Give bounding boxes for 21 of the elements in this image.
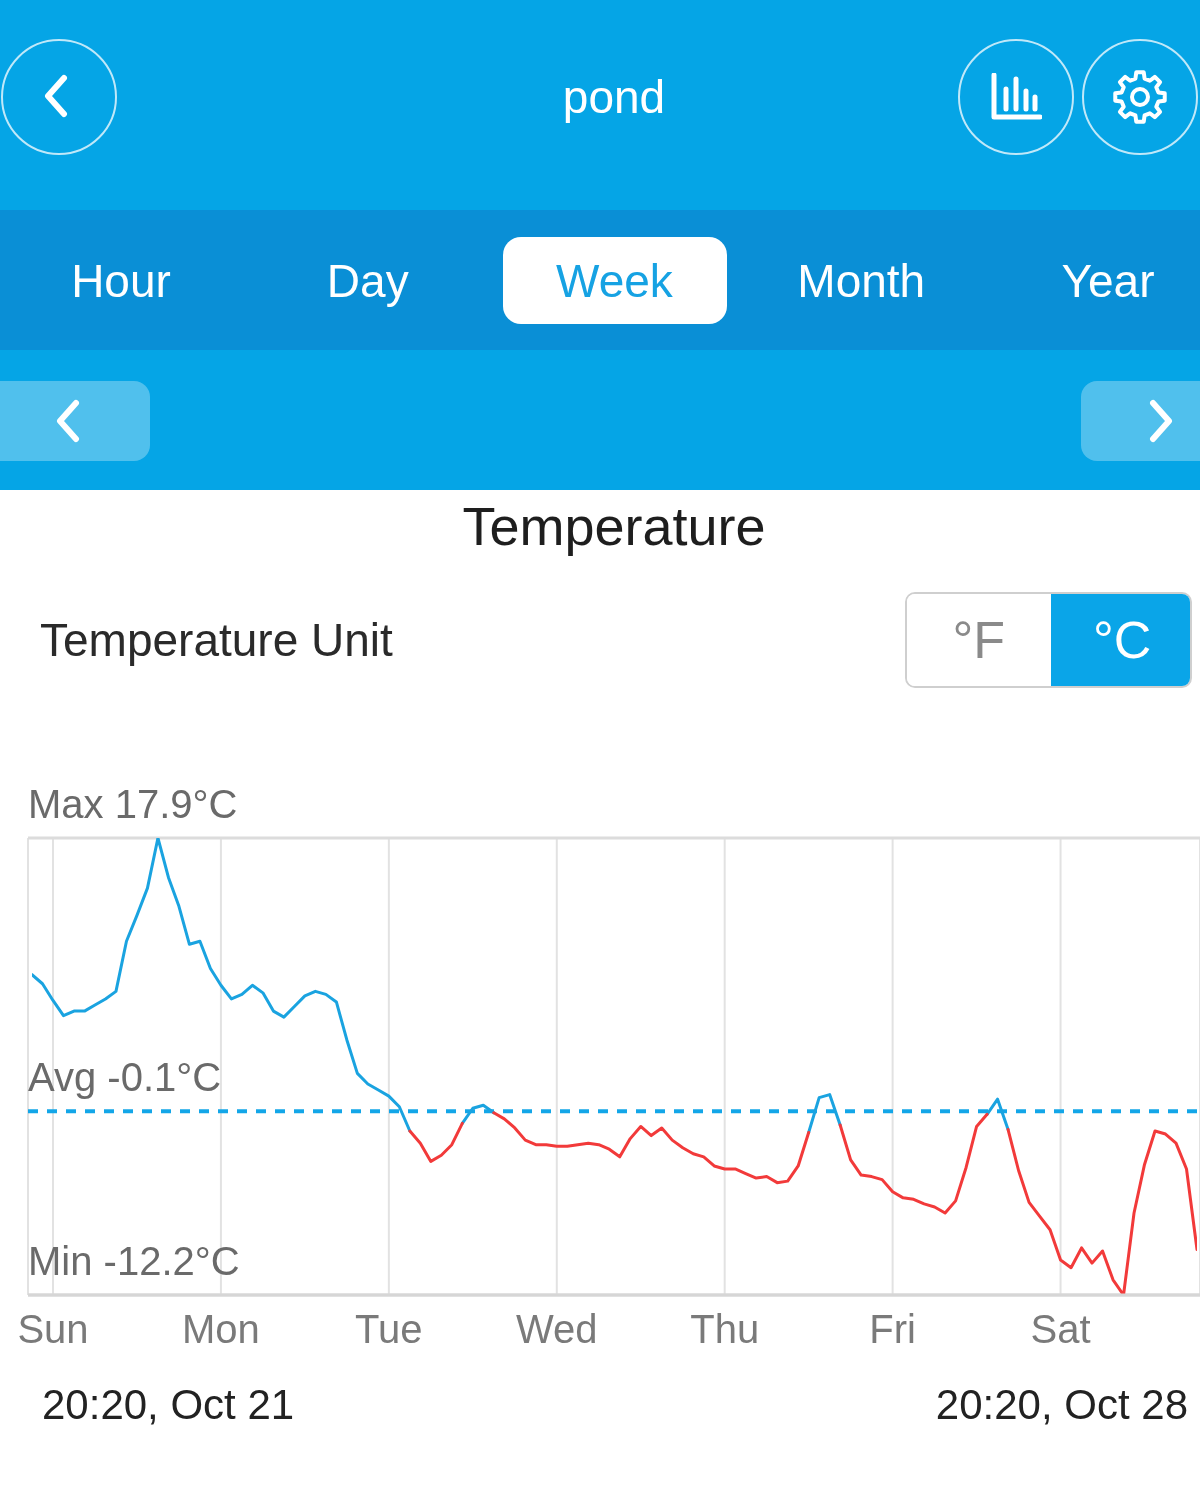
text: Year [1061,254,1155,309]
ref-line-label: Max 17.9°C [28,782,238,826]
text: Temperature Unit [40,613,393,668]
x-tick-label: Mon [182,1307,260,1351]
text: 20:20, Oct 28 [935,1380,1188,1430]
text: Week [556,254,673,309]
ref-line-label: Avg -0.1°C [28,1055,222,1100]
x-tick-label: Tue [355,1307,423,1351]
ref-line-label: Min -12.2°C [28,1239,240,1283]
text: Day [326,254,409,309]
x-tick-label: Wed [516,1307,598,1351]
x-tick-label: Sun [17,1307,89,1351]
x-tick-label: Thu [690,1307,760,1351]
text: Temperature [462,495,766,558]
text: Hour [71,254,171,309]
x-tick-label: Fri [869,1307,916,1351]
text: Month [797,254,926,309]
text: 20:20, Oct 21 [42,1380,295,1430]
unit-toggle: °F °C [905,592,1192,688]
text: pond [562,70,666,125]
x-tick-label: Sat [1030,1307,1091,1351]
